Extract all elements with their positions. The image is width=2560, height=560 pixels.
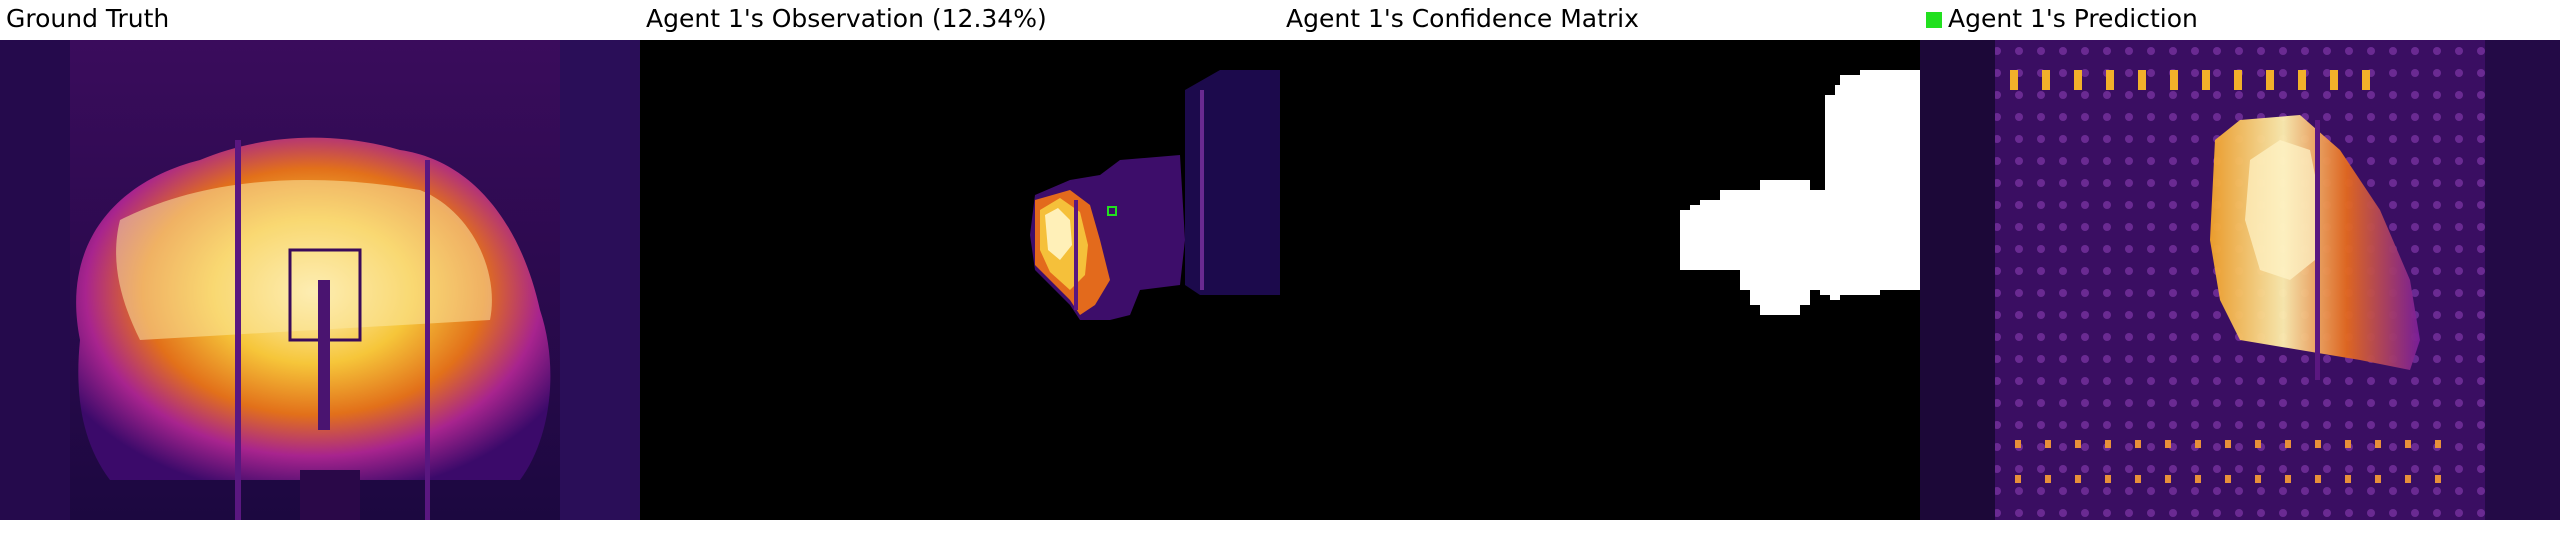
- confidence-matrix-image: [1280, 40, 1920, 520]
- panel-title: Agent 1's Observation (12.34%): [646, 4, 1047, 33]
- predicted-thermal-scene: [1920, 40, 2560, 520]
- agent-position-marker: [1107, 206, 1117, 216]
- ground-truth-image: [0, 40, 640, 520]
- panel-title: Agent 1's Prediction: [1926, 2, 2198, 36]
- prediction-legend-swatch: [1926, 12, 1942, 28]
- panel-confidence-matrix: Agent 1's Confidence Matrix: [1280, 0, 1920, 560]
- panel-title: Agent 1's Confidence Matrix: [1286, 4, 1639, 33]
- thermal-scene-ground-truth: [0, 40, 640, 520]
- panel-prediction: Agent 1's Prediction: [1920, 0, 2560, 560]
- panel-title: Ground Truth: [6, 4, 170, 33]
- confidence-mask: [1280, 40, 1920, 520]
- observation-image: [640, 40, 1280, 520]
- partial-observation: [640, 40, 1280, 520]
- prediction-image: [1920, 40, 2560, 520]
- panel-observation: Agent 1's Observation (12.34%): [640, 0, 1280, 560]
- panel-ground-truth: Ground Truth: [0, 0, 640, 560]
